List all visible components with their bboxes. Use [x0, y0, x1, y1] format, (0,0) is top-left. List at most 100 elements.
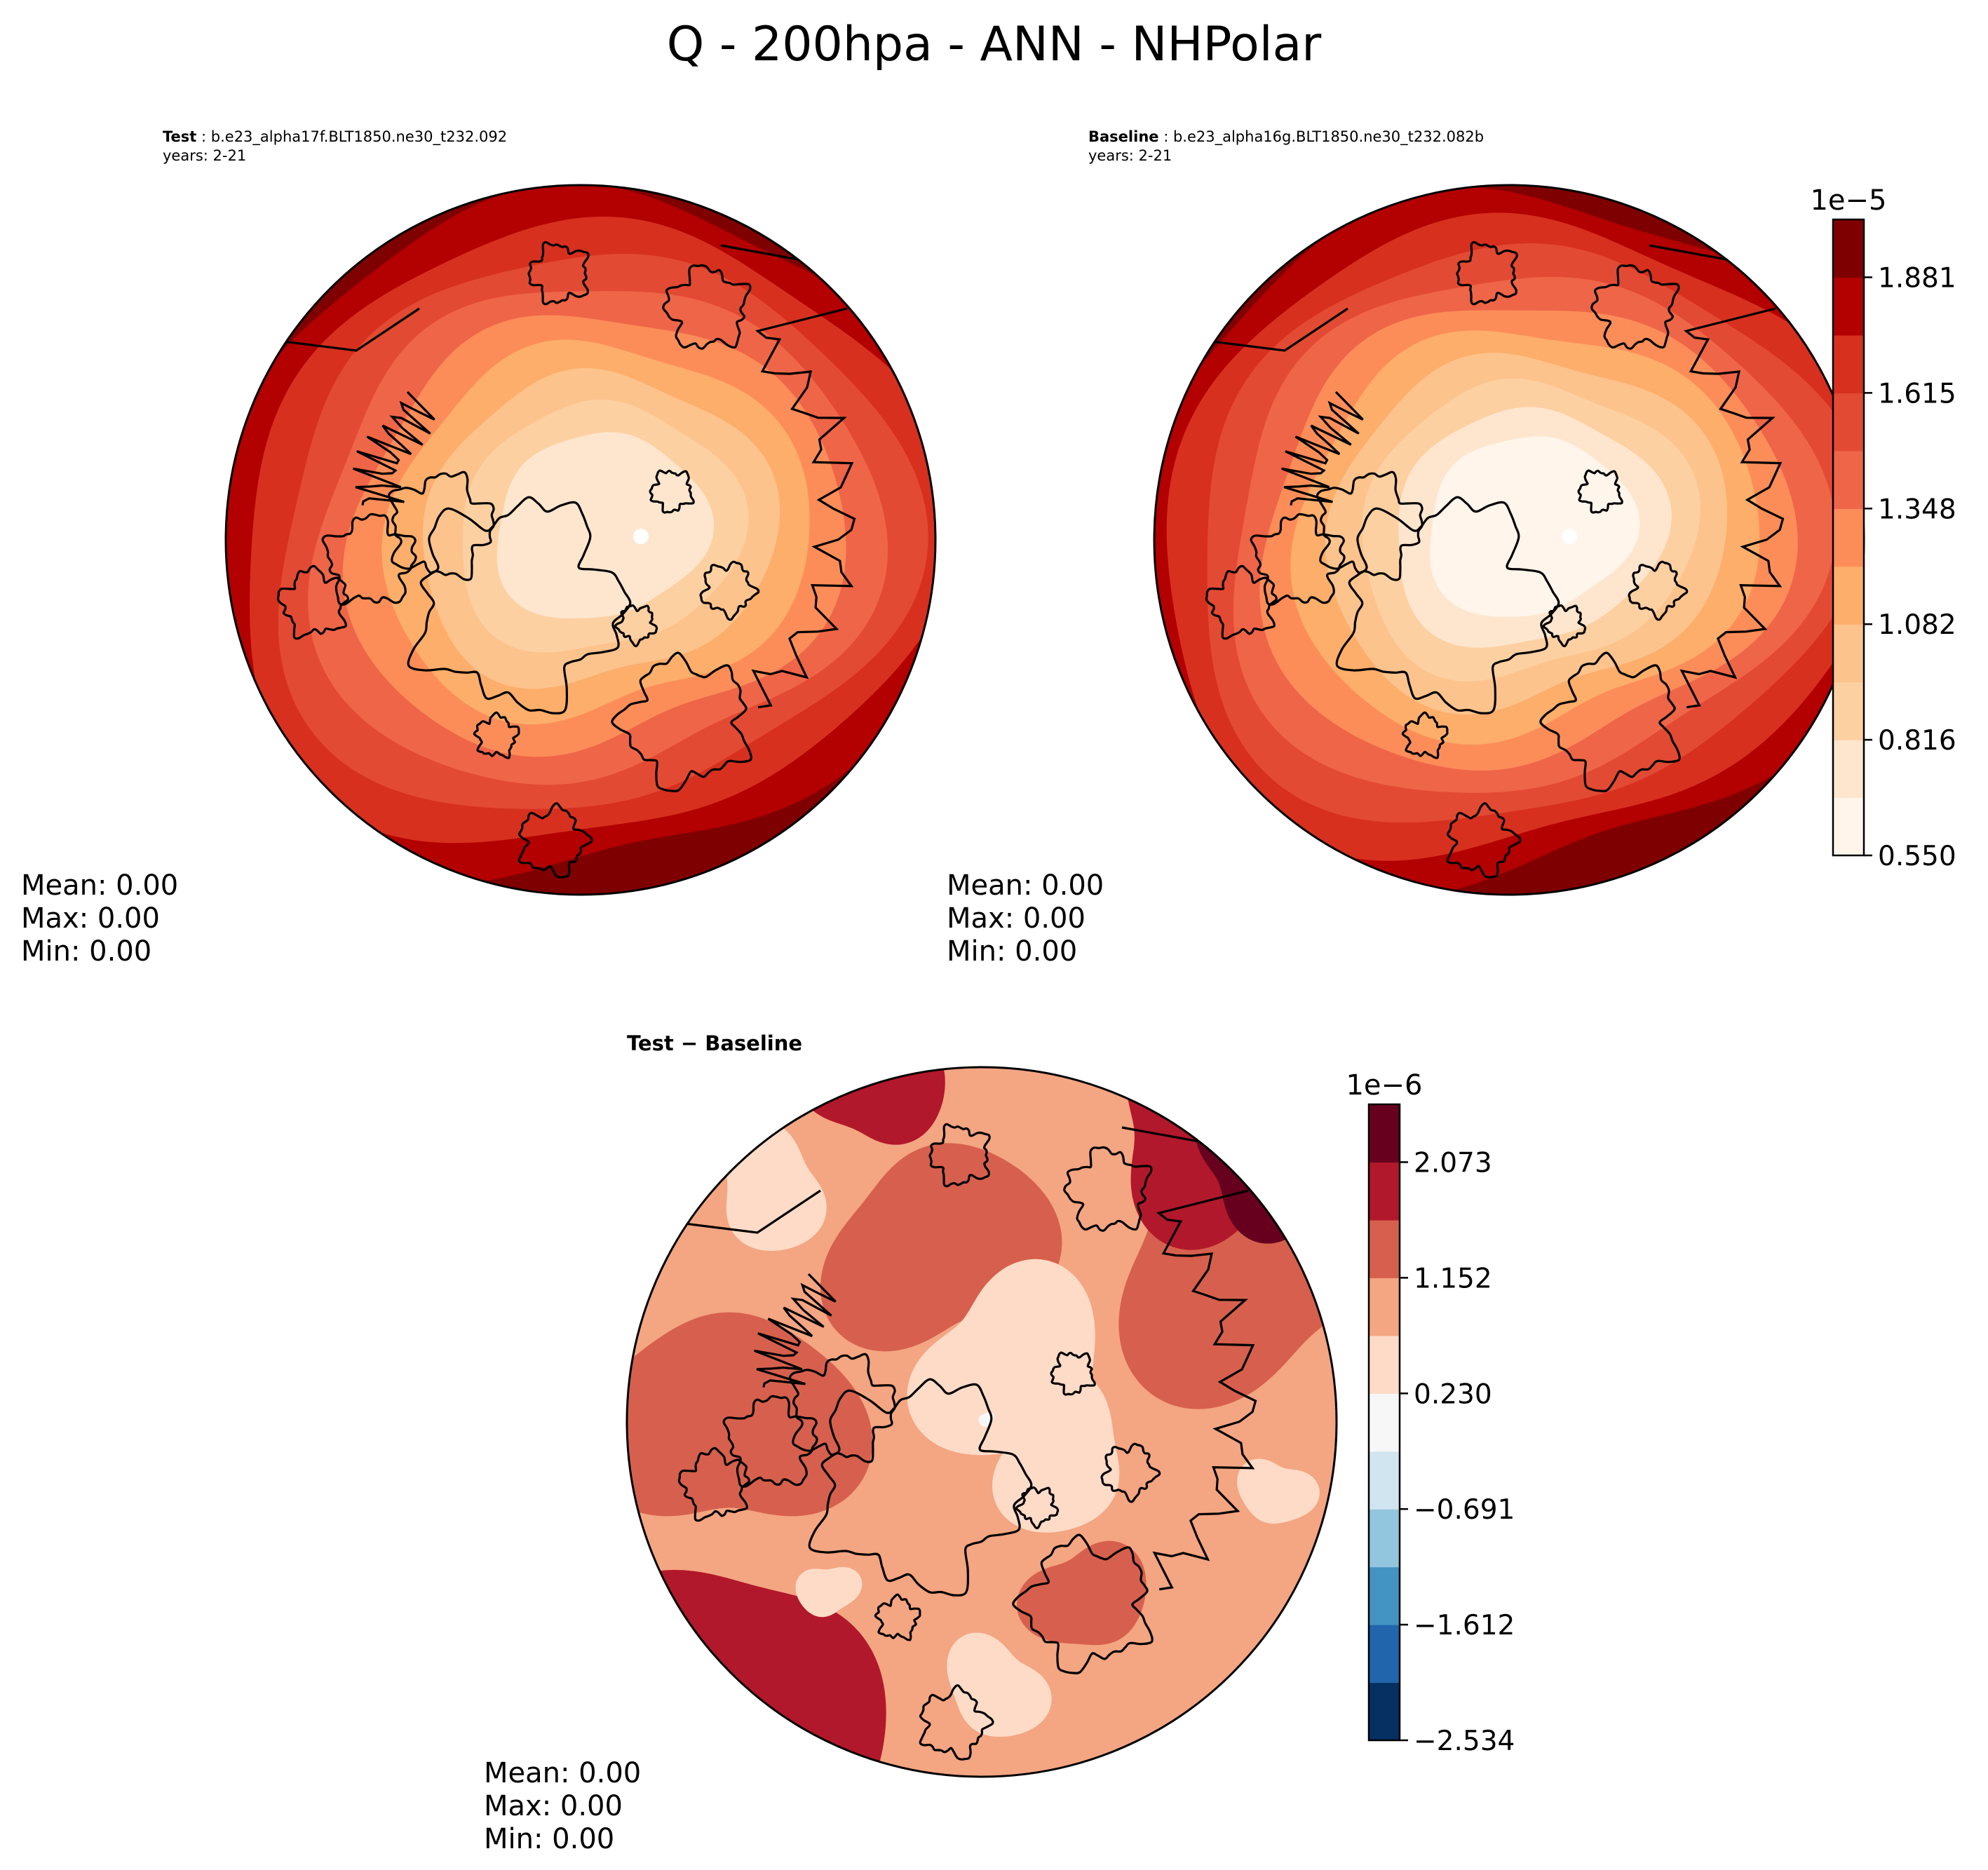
scandinavia-coast	[611, 651, 752, 792]
main-colorbar-swatch-8	[1833, 334, 1864, 393]
test-panel-header: Test : b.e23_alpha17f.BLT1850.ne30_t232.…	[163, 128, 507, 165]
diff-colorbar-tick-label-0: −2.534	[1414, 1726, 1515, 1757]
baseline-mean: Mean: 0.00	[947, 869, 1104, 902]
diff-colorbar-multiplier: 1e−6	[1346, 1069, 1422, 1102]
diff-colorbar-tick-label-5: 2.073	[1414, 1147, 1492, 1179]
test-mean: Mean: 0.00	[21, 869, 179, 902]
diff-colorbar-swatch-5	[1369, 1393, 1400, 1452]
baseline-label: Baseline	[1088, 128, 1159, 145]
scandinavia-coast	[1012, 1533, 1154, 1674]
main-colorbar-swatch-1	[1833, 740, 1864, 799]
baffin-island-coast	[722, 1395, 818, 1488]
diff-colorbar-tick-label-3: 0.230	[1414, 1378, 1492, 1410]
north-america-coast	[1281, 391, 1364, 506]
baseline-case-name: b.e23_alpha16g.BLT1850.ne30_t232.082b	[1172, 128, 1485, 145]
severnaya-zemlya-coast	[649, 469, 695, 514]
baseline-years: years: 2-21	[1088, 147, 1172, 164]
scandinavia-coast	[1539, 651, 1681, 792]
test-min: Min: 0.00	[21, 935, 152, 968]
main-colorbar-swatch-6	[1833, 450, 1864, 509]
diff-colorbar-swatch-1	[1369, 1625, 1400, 1683]
novaya-zemlya-coast	[1100, 1442, 1161, 1503]
diff-colorbar-swatch-7	[1369, 1278, 1400, 1336]
north-america-coast	[754, 1273, 837, 1388]
diff-patch-6	[796, 1067, 945, 1145]
diff-colorbar-frame	[1367, 1103, 1401, 1742]
novaya-zemlya-coast	[699, 560, 760, 621]
chukotka-coast	[928, 1123, 991, 1188]
novaya-zemlya-coast	[1628, 560, 1689, 621]
baseline-max: Max: 0.00	[947, 902, 1086, 935]
diff-max: Max: 0.00	[484, 1790, 623, 1822]
baseline-colon: :	[1158, 128, 1173, 145]
kamchatka-coast	[662, 264, 752, 350]
main-colorbar-swatch-10	[1833, 219, 1864, 278]
greenland-coast	[808, 1378, 1033, 1597]
hudson-bay-coast	[677, 1446, 751, 1522]
main-colorbar-swatch-2	[1833, 682, 1864, 740]
pole-dot	[633, 529, 649, 544]
diff-colorbar-tick-label-1: −1.612	[1414, 1610, 1515, 1641]
main-colorbar-tick-label-5: 1.881	[1878, 262, 1956, 294]
svalbard-coast	[614, 604, 658, 648]
main-colorbar-tick-label-4: 1.615	[1878, 378, 1956, 409]
main-colorbar-frame	[1832, 218, 1865, 857]
main-colorbar-swatch-9	[1833, 277, 1864, 336]
greenland-coast	[1335, 496, 1560, 714]
kamchatka-coast	[1590, 264, 1680, 350]
arctic-archipelago-coast	[1316, 470, 1424, 581]
test-max: Max: 0.00	[21, 902, 160, 935]
main-colorbar-swatch-7	[1833, 393, 1864, 452]
main-colorbar-tick-label-3: 1.348	[1878, 494, 1956, 525]
main-colorbar-tick-label-0: 0.550	[1878, 841, 1956, 872]
diff-colorbar-swatch-4	[1369, 1451, 1400, 1510]
main-colorbar-tick-label-2: 1.082	[1878, 609, 1956, 641]
diff-colorbar-swatch-10	[1369, 1104, 1400, 1163]
british-isles-coast	[919, 1684, 994, 1761]
diff-colorbar-swatch-2	[1369, 1566, 1400, 1625]
greenland-coast	[407, 496, 632, 714]
eurasia-north-coast	[1679, 307, 1785, 709]
eurasia-north-coast	[751, 307, 856, 709]
baseline-min: Min: 0.00	[947, 935, 1078, 968]
figure-title: Q - 200hpa - ANN - NHPolar	[666, 17, 1322, 72]
test-map-boundary	[224, 184, 937, 896]
baseline-stats: Mean: 0.00 Max: 0.00 Min: 0.00	[947, 869, 1104, 968]
baseline-map	[1154, 185, 1864, 895]
baffin-island-coast	[321, 513, 417, 606]
british-isles-coast	[518, 802, 593, 879]
diff-label-op: −	[673, 1031, 705, 1055]
test-map	[226, 185, 935, 895]
diff-label-base: Baseline	[705, 1031, 803, 1055]
svalbard-coast	[1542, 604, 1587, 648]
british-isles-coast	[1446, 802, 1522, 879]
main-colorbar-swatch-5	[1833, 508, 1864, 567]
kamchatka-coast	[1063, 1146, 1153, 1232]
main-colorbar: 1e−5 0.550 0.816 1.082 1.348 1.615 1.881	[1810, 184, 1956, 872]
chukotka-coast	[1456, 240, 1518, 306]
test-stats: Mean: 0.00 Max: 0.00 Min: 0.00	[21, 869, 178, 968]
diff-panel-header: Test − Baseline	[627, 1031, 802, 1055]
test-label: Test	[163, 128, 197, 145]
diff-patch-9	[992, 1368, 1120, 1533]
iceland-coast	[1401, 711, 1449, 759]
svalbard-coast	[1015, 1486, 1060, 1530]
severnaya-zemlya-coast	[1577, 469, 1623, 514]
pole-dot	[1562, 529, 1577, 544]
main-colorbar-swatch-4	[1833, 566, 1864, 625]
diff-coastlines	[644, 1083, 1292, 1761]
arctic-archipelago-coast	[387, 470, 495, 581]
diff-stats: Mean: 0.00 Max: 0.00 Min: 0.00	[484, 1757, 641, 1856]
field-band-0	[496, 432, 715, 618]
test-coastlines	[243, 201, 891, 879]
diff-map-boundary	[626, 1066, 1338, 1778]
diff-patch-13	[795, 1566, 863, 1618]
diff-patch-7	[1017, 1540, 1147, 1646]
north-america-coast	[353, 391, 435, 506]
main-colorbar-tick-label-1: 0.816	[1878, 725, 1956, 757]
diff-patch-0	[627, 1312, 873, 1517]
test-years: years: 2-21	[163, 147, 247, 164]
arctic-archipelago-coast	[788, 1353, 896, 1463]
hudson-bay-coast	[276, 564, 350, 640]
baseline-coastlines	[1172, 201, 1819, 879]
